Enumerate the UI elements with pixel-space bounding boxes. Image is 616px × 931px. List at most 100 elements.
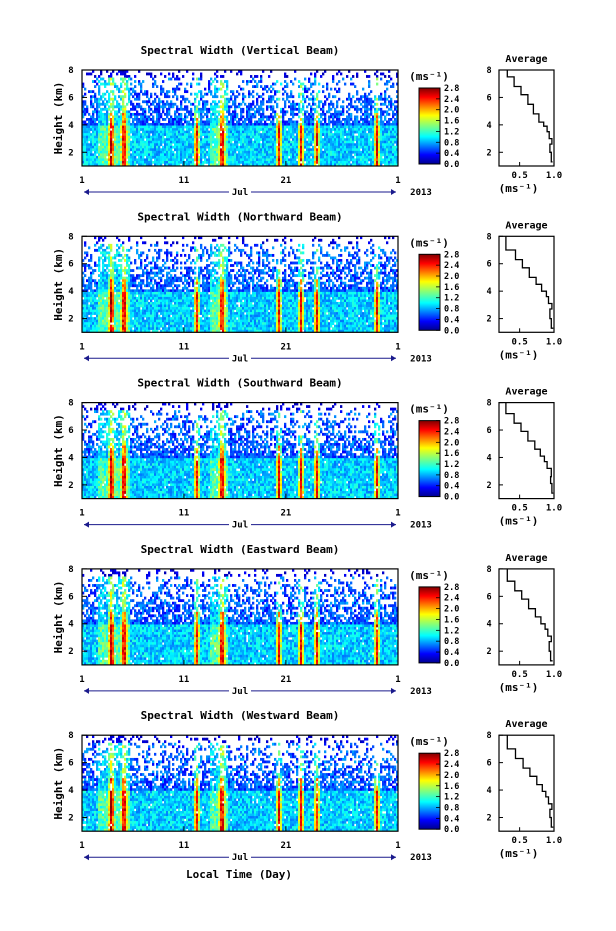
heatmap-cell — [132, 128, 134, 131]
heatmap-cell — [120, 156, 122, 159]
heatmap-cell — [232, 153, 234, 156]
heatmap-cell — [312, 153, 314, 156]
heatmap-cell — [200, 93, 202, 96]
heatmap-cell — [222, 131, 224, 134]
heatmap-cell — [160, 126, 162, 129]
heatmap-cell — [116, 310, 118, 313]
heatmap-cell — [106, 307, 108, 310]
heatmap-cell — [196, 133, 198, 136]
heatmap-cell — [296, 146, 298, 149]
heatmap-cell — [204, 88, 206, 91]
heatmap-cell — [128, 151, 130, 154]
heatmap-cell — [136, 148, 138, 151]
heatmap-cell — [216, 158, 218, 161]
heatmap-cell — [300, 110, 302, 113]
heatmap-cell — [92, 80, 94, 83]
heatmap-cell — [98, 294, 100, 297]
heatmap-cell — [366, 113, 368, 116]
heatmap-cell — [122, 292, 124, 295]
heatmap-cell — [192, 113, 194, 116]
heatmap-cell — [134, 279, 136, 282]
heatmap-cell — [262, 100, 264, 103]
heatmap-cell — [182, 126, 184, 129]
heatmap-cell — [294, 153, 296, 156]
heatmap-cell — [194, 118, 196, 121]
heatmap-cell — [258, 156, 260, 159]
heatmap-cell — [98, 158, 100, 161]
heatmap-cell — [208, 123, 210, 126]
heatmap-cell — [140, 312, 142, 315]
heatmap-cell — [332, 115, 334, 118]
heatmap-cell — [240, 153, 242, 156]
heatmap-cell — [214, 100, 216, 103]
heatmap-cell — [322, 108, 324, 111]
heatmap-cell — [230, 143, 232, 146]
heatmap-cell — [370, 158, 372, 161]
heatmap-cell — [124, 75, 126, 78]
heatmap-cell — [108, 315, 110, 318]
heatmap-cell — [278, 143, 280, 146]
heatmap-cell — [264, 156, 266, 159]
heatmap-cell — [330, 115, 332, 118]
heatmap-cell — [166, 151, 168, 154]
heatmap-cell — [352, 121, 354, 124]
heatmap-cell — [114, 131, 116, 134]
heatmap-cell — [310, 126, 312, 129]
heatmap-cell — [360, 136, 362, 139]
heatmap-cell — [138, 267, 140, 270]
heatmap-cell — [212, 151, 214, 154]
heatmap-cell — [310, 151, 312, 154]
heatmap-cell — [86, 279, 88, 282]
heatmap-cell — [214, 88, 216, 91]
heatmap-cell — [386, 151, 388, 154]
heatmap-cell — [122, 105, 124, 108]
heatmap-cell — [392, 121, 394, 124]
heatmap-cell — [180, 133, 182, 136]
heatmap-cell — [168, 90, 170, 93]
heatmap-cell — [286, 148, 288, 151]
heatmap-cell — [94, 282, 96, 285]
heatmap-cell — [112, 282, 114, 285]
heatmap-cell — [388, 138, 390, 141]
heatmap-cell — [104, 284, 106, 287]
heatmap-cell — [386, 113, 388, 116]
heatmap-cell — [226, 105, 228, 108]
heatmap-cell — [166, 143, 168, 146]
heatmap-cell — [338, 80, 340, 83]
heatmap-cell — [356, 138, 358, 141]
heatmap-cell — [318, 100, 320, 103]
heatmap-cell — [148, 100, 150, 103]
heatmap-cell — [282, 161, 284, 164]
heatmap-cell — [144, 241, 146, 244]
heatmap-cell — [90, 73, 92, 76]
heatmap-cell — [270, 136, 272, 139]
heatmap-cell — [298, 156, 300, 159]
heatmap-cell — [94, 75, 96, 78]
heatmap-cell — [286, 83, 288, 86]
heatmap-cell — [176, 146, 178, 149]
heatmap-cell — [178, 133, 180, 136]
heatmap-cell — [120, 128, 122, 131]
heatmap-cell — [92, 292, 94, 295]
heatmap-cell — [334, 95, 336, 98]
heatmap-cell — [90, 277, 92, 280]
heatmap-cell — [208, 133, 210, 136]
heatmap-cell — [386, 80, 388, 83]
heatmap-cell — [332, 143, 334, 146]
heatmap-cell — [110, 299, 112, 302]
heatmap-cell — [112, 148, 114, 151]
heatmap-cell — [220, 141, 222, 144]
heatmap-cell — [100, 312, 102, 315]
heatmap-cell — [346, 158, 348, 161]
heatmap-cell — [130, 292, 132, 295]
heatmap-cell — [130, 100, 132, 103]
heatmap-cell — [172, 88, 174, 91]
heatmap-cell — [254, 123, 256, 126]
heatmap-cell — [378, 133, 380, 136]
heatmap-cell — [322, 123, 324, 126]
heatmap-cell — [278, 148, 280, 151]
heatmap-cell — [134, 115, 136, 118]
heatmap-cell — [328, 93, 330, 96]
heatmap-cell — [194, 105, 196, 108]
heatmap-cell — [108, 95, 110, 98]
